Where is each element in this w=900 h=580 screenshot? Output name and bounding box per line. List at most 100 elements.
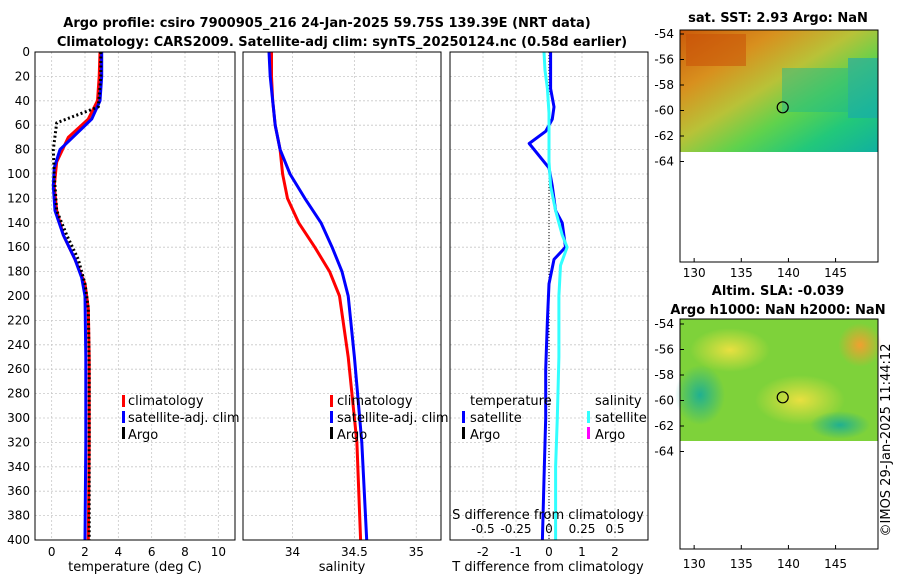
y-tick-label: 280: [7, 387, 30, 401]
lat-tick-label: -56: [654, 53, 674, 67]
legend-argo: Argo: [337, 428, 367, 443]
y-tick-label: 260: [7, 362, 30, 376]
argo-position-marker: [776, 101, 789, 114]
legend-t-argo: Argo: [470, 428, 500, 443]
figure-title-line1: Argo profile: csiro 7900905_216 24-Jan-2…: [63, 16, 590, 31]
temperature-panel: 0204060801001201401601802002202402602803…: [7, 45, 240, 575]
legend-swatch-argo: [122, 427, 125, 439]
y-tick-label: 220: [7, 313, 30, 327]
legend-salinity-title: salinity: [595, 394, 642, 409]
legend-swatch-satellite: [122, 411, 125, 423]
salinity-lines: [267, 51, 369, 541]
sla-map-title-line1: Altim. SLA: -0.039: [712, 284, 844, 299]
x-tick-label-top: -0.5: [471, 522, 494, 536]
salinity-tick-labels: 34 34.5 35: [285, 545, 424, 559]
x-tick-label: 10: [211, 545, 226, 559]
legend-swatch-s-argo: [587, 427, 590, 439]
lat-tick-label: -62: [654, 129, 674, 143]
x-tick-label: 0: [48, 545, 56, 559]
s-diff-tick-labels: -0.5 -0.25 0 0.25 0.5: [471, 522, 624, 536]
y-tick-label: 80: [15, 143, 30, 157]
y-tick-label: 380: [7, 509, 30, 523]
salinity-axes-box: [242, 51, 442, 541]
sla-lat-ticks: -54 -56 -58 -60 -62 -64: [654, 317, 684, 459]
difference-legend: temperature satellite Argo salinity sate…: [462, 394, 647, 443]
sst-map: sat. SST: 2.93 Argo: NaN -54 -56 -58 -60 -62…: [654, 11, 879, 280]
sst-lon-ticks: 130 135 140 145: [683, 258, 847, 280]
sst-cool-edge: [848, 58, 878, 118]
sla-axes-box: [679, 318, 879, 550]
difference-lines: [527, 51, 569, 541]
sla-blob: [755, 375, 845, 425]
sla-map: Altim. SLA: -0.039 Argo h1000: NaN h2000…: [654, 284, 885, 571]
series-line-s-satellite: [542, 51, 569, 540]
sst-lat-ticks: -54 -56 -58 -60 -62 -64: [654, 27, 684, 169]
y-tick-label: 200: [7, 289, 30, 303]
difference-axes-box: [449, 51, 649, 541]
x-tick-label: 2: [81, 545, 89, 559]
lon-tick-label: 140: [777, 266, 800, 280]
x-tick-label: 35: [409, 545, 424, 559]
argo-position-marker: [776, 391, 789, 404]
lon-tick-label: 145: [824, 266, 847, 280]
sla-blob: [690, 328, 770, 372]
lat-tick-label: -60: [654, 394, 674, 408]
x-tick-label: 0: [545, 545, 553, 559]
legend-t-satellite: satellite: [470, 411, 522, 426]
lat-tick-label: -60: [654, 104, 674, 118]
temperature-grid: [35, 51, 235, 541]
legend-swatch-climatology: [122, 395, 125, 407]
temperature-lines: [51, 51, 104, 541]
y-tick-label: 160: [7, 240, 30, 254]
lon-tick-label: 130: [683, 266, 706, 280]
temperature-axes-box: [34, 51, 236, 541]
t-diff-xlabel: T difference from climatology: [451, 560, 644, 575]
difference-panel: -2 -1 0 1 2 -0.5 -0.25 0 0.25 0.5 S difference f…: [449, 51, 649, 575]
lon-tick-label: 145: [824, 557, 847, 571]
imos-timestamp: ©IMOS 29-Jan-2025 11:44:12: [879, 344, 894, 537]
y-tick-label: 40: [15, 94, 30, 108]
lat-tick-label: -54: [654, 317, 674, 331]
y-tick-label: 240: [7, 338, 30, 352]
legend-s-argo: Argo: [595, 428, 625, 443]
x-tick-label: 6: [148, 545, 156, 559]
sla-blob: [810, 411, 870, 439]
legend-climatology: climatology: [128, 394, 204, 409]
legend-swatch-t-argo: [462, 427, 465, 439]
legend-satellite: satellite-adj. clim: [128, 411, 240, 426]
lat-tick-label: -64: [654, 445, 674, 459]
x-tick-label: -2: [477, 545, 489, 559]
legend-swatch-s-satellite: [587, 411, 590, 423]
legend-climatology: climatology: [337, 394, 413, 409]
x-tick-label: 2: [611, 545, 619, 559]
x-tick-label: 34.5: [341, 545, 368, 559]
y-tick-label: 100: [7, 167, 30, 181]
x-tick-label: -1: [510, 545, 522, 559]
x-tick-label-top: 0.25: [569, 522, 596, 536]
lat-tick-label: -56: [654, 343, 674, 357]
legend-temperature-title: temperature: [470, 394, 552, 409]
x-tick-label-top: 0: [545, 522, 553, 536]
y-tick-label: 60: [15, 118, 30, 132]
legend-s-satellite: satellite: [595, 411, 647, 426]
legend-swatch-t-satellite: [462, 411, 465, 423]
depth-tick-labels: 0 20 40 60 80 100 120 140 160 180 200 220 240 260 280 3…: [7, 45, 30, 547]
y-tick-label: 0: [22, 45, 30, 59]
lon-tick-label: 130: [683, 557, 706, 571]
lon-tick-label: 135: [730, 557, 753, 571]
y-tick-label: 340: [7, 460, 30, 474]
sla-blob: [838, 323, 882, 367]
temperature-xlabel: temperature (deg C): [68, 560, 202, 575]
legend-satellite: satellite-adj. clim: [337, 411, 449, 426]
x-tick-label: 8: [181, 545, 189, 559]
legend-swatch-argo: [330, 427, 333, 439]
lat-tick-label: -54: [654, 27, 674, 41]
sst-axes-box: [679, 29, 879, 263]
lon-tick-label: 135: [730, 266, 753, 280]
y-tick-label: 120: [7, 191, 30, 205]
legend-swatch-climatology: [330, 395, 333, 407]
temperature-legend: climatology satellite-adj. clim Argo: [122, 394, 240, 443]
y-tick-label: 400: [7, 533, 30, 547]
sla-blob: [675, 365, 725, 425]
